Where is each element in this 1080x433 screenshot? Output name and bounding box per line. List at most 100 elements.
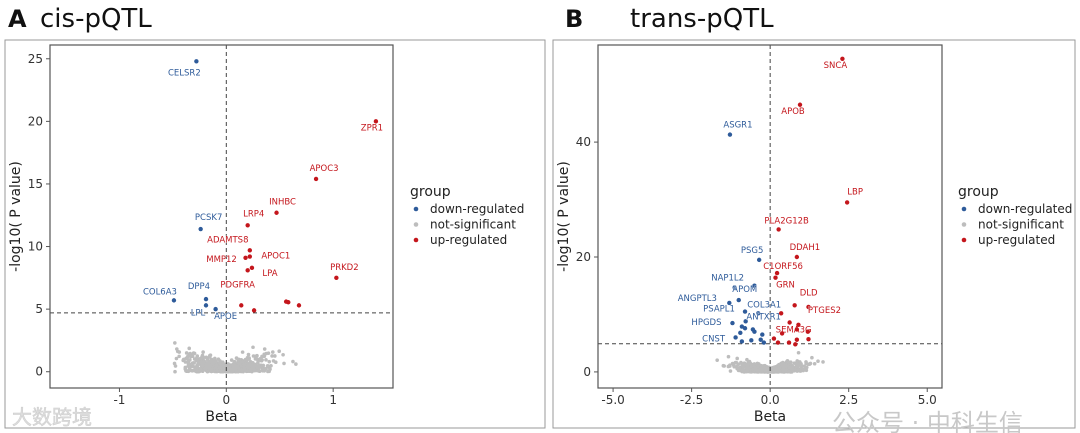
point-label: LPA — [262, 269, 277, 279]
point-down-regulated — [739, 339, 745, 344]
panel-frame — [4, 39, 546, 429]
point-down-regulated — [732, 285, 737, 290]
point-not-significant — [741, 368, 746, 373]
point-down-regulated — [752, 329, 757, 334]
point-not-significant — [799, 364, 804, 368]
point-not-significant — [808, 361, 813, 366]
point-label: APOM — [732, 285, 757, 295]
point-not-significant — [266, 369, 270, 374]
point-label: APOE — [214, 312, 237, 322]
point-not-significant — [262, 347, 267, 351]
x-tick-label: 5.0 — [918, 393, 937, 407]
point-not-significant — [816, 359, 820, 363]
point-not-significant — [812, 361, 817, 366]
point-up-regulated — [805, 329, 811, 334]
point-label: ANTXR1 — [746, 312, 781, 322]
point-down-regulated — [761, 340, 767, 345]
point-not-significant — [177, 354, 181, 359]
point-not-significant — [759, 365, 764, 370]
point-not-significant — [173, 369, 177, 374]
point-not-significant — [715, 358, 719, 362]
point-not-significant — [242, 366, 247, 371]
y-tick-label: 20 — [28, 114, 43, 128]
point-not-significant — [270, 354, 274, 358]
point-not-significant — [722, 364, 726, 368]
point-not-significant — [213, 356, 217, 361]
point-not-significant — [269, 363, 273, 368]
legend-marker — [961, 237, 967, 243]
point-up-regulated — [786, 340, 792, 345]
legend-title: group — [410, 184, 451, 200]
point-not-significant — [191, 364, 196, 369]
point-not-significant — [184, 351, 189, 355]
point-not-significant — [731, 361, 736, 366]
point-not-significant — [795, 368, 800, 373]
y-tick-label: 0 — [583, 365, 591, 379]
legend-marker — [961, 222, 967, 227]
point-down-regulated — [213, 306, 218, 312]
panel-letter: A — [8, 5, 27, 33]
point-up-regulated — [247, 248, 253, 253]
point-not-significant — [236, 357, 240, 362]
point-not-significant — [728, 369, 733, 373]
point-up-regulated — [274, 210, 279, 215]
point-up-regulated — [797, 102, 803, 107]
point-label: DPP4 — [188, 282, 210, 292]
point-up-regulated — [779, 331, 785, 336]
point-not-significant — [186, 369, 191, 373]
point-not-significant — [273, 354, 277, 358]
point-not-significant — [810, 355, 814, 360]
point-not-significant — [757, 369, 762, 374]
point-label: APOB — [781, 107, 805, 117]
point-up-regulated — [806, 304, 811, 310]
point-label: INHBC — [269, 198, 296, 208]
point-label: PLA2G12B — [764, 216, 809, 226]
point-up-regulated — [796, 322, 801, 328]
point-not-significant — [227, 369, 231, 373]
point-not-significant — [192, 351, 197, 356]
point-down-regulated — [194, 59, 199, 64]
legend-title: group — [958, 184, 999, 200]
x-tick-label: -5.0 — [601, 393, 624, 407]
point-not-significant — [791, 364, 795, 369]
y-axis-label: -log10( P value) — [8, 161, 24, 272]
point-label: PSG5 — [741, 246, 764, 256]
point-not-significant — [746, 368, 751, 373]
point-label: DDAH1 — [790, 243, 821, 253]
point-not-significant — [256, 360, 260, 365]
point-up-regulated — [778, 311, 784, 316]
panel-frame — [552, 39, 1076, 429]
point-up-regulated — [775, 340, 781, 345]
point-down-regulated — [743, 319, 748, 324]
x-axis-label: Beta — [205, 409, 237, 425]
point-label: NAP1L2 — [711, 273, 744, 283]
y-tick-label: 0 — [35, 365, 43, 379]
y-tick-label: 5 — [35, 302, 43, 316]
point-label: SNCA — [824, 61, 848, 71]
point-not-significant — [177, 350, 182, 354]
point-not-significant — [203, 367, 207, 371]
point-label: APOC1 — [261, 252, 290, 262]
point-label: PTGES2 — [808, 306, 841, 316]
point-not-significant — [271, 359, 276, 363]
point-label: GRN — [776, 281, 795, 291]
point-not-significant — [266, 364, 270, 368]
point-not-significant — [783, 364, 788, 369]
point-down-regulated — [733, 335, 738, 340]
point-not-significant — [772, 366, 777, 370]
y-tick-label: 20 — [576, 250, 591, 264]
point-not-significant — [183, 360, 188, 364]
point-not-significant — [781, 369, 786, 373]
point-not-significant — [742, 363, 746, 367]
point-not-significant — [172, 361, 177, 366]
point-up-regulated — [787, 320, 792, 325]
point-not-significant — [277, 349, 282, 354]
point-up-regulated — [296, 303, 302, 308]
point-not-significant — [240, 350, 245, 354]
point-down-regulated — [752, 283, 757, 288]
point-label: MMP12 — [206, 255, 237, 265]
point-not-significant — [745, 363, 749, 367]
